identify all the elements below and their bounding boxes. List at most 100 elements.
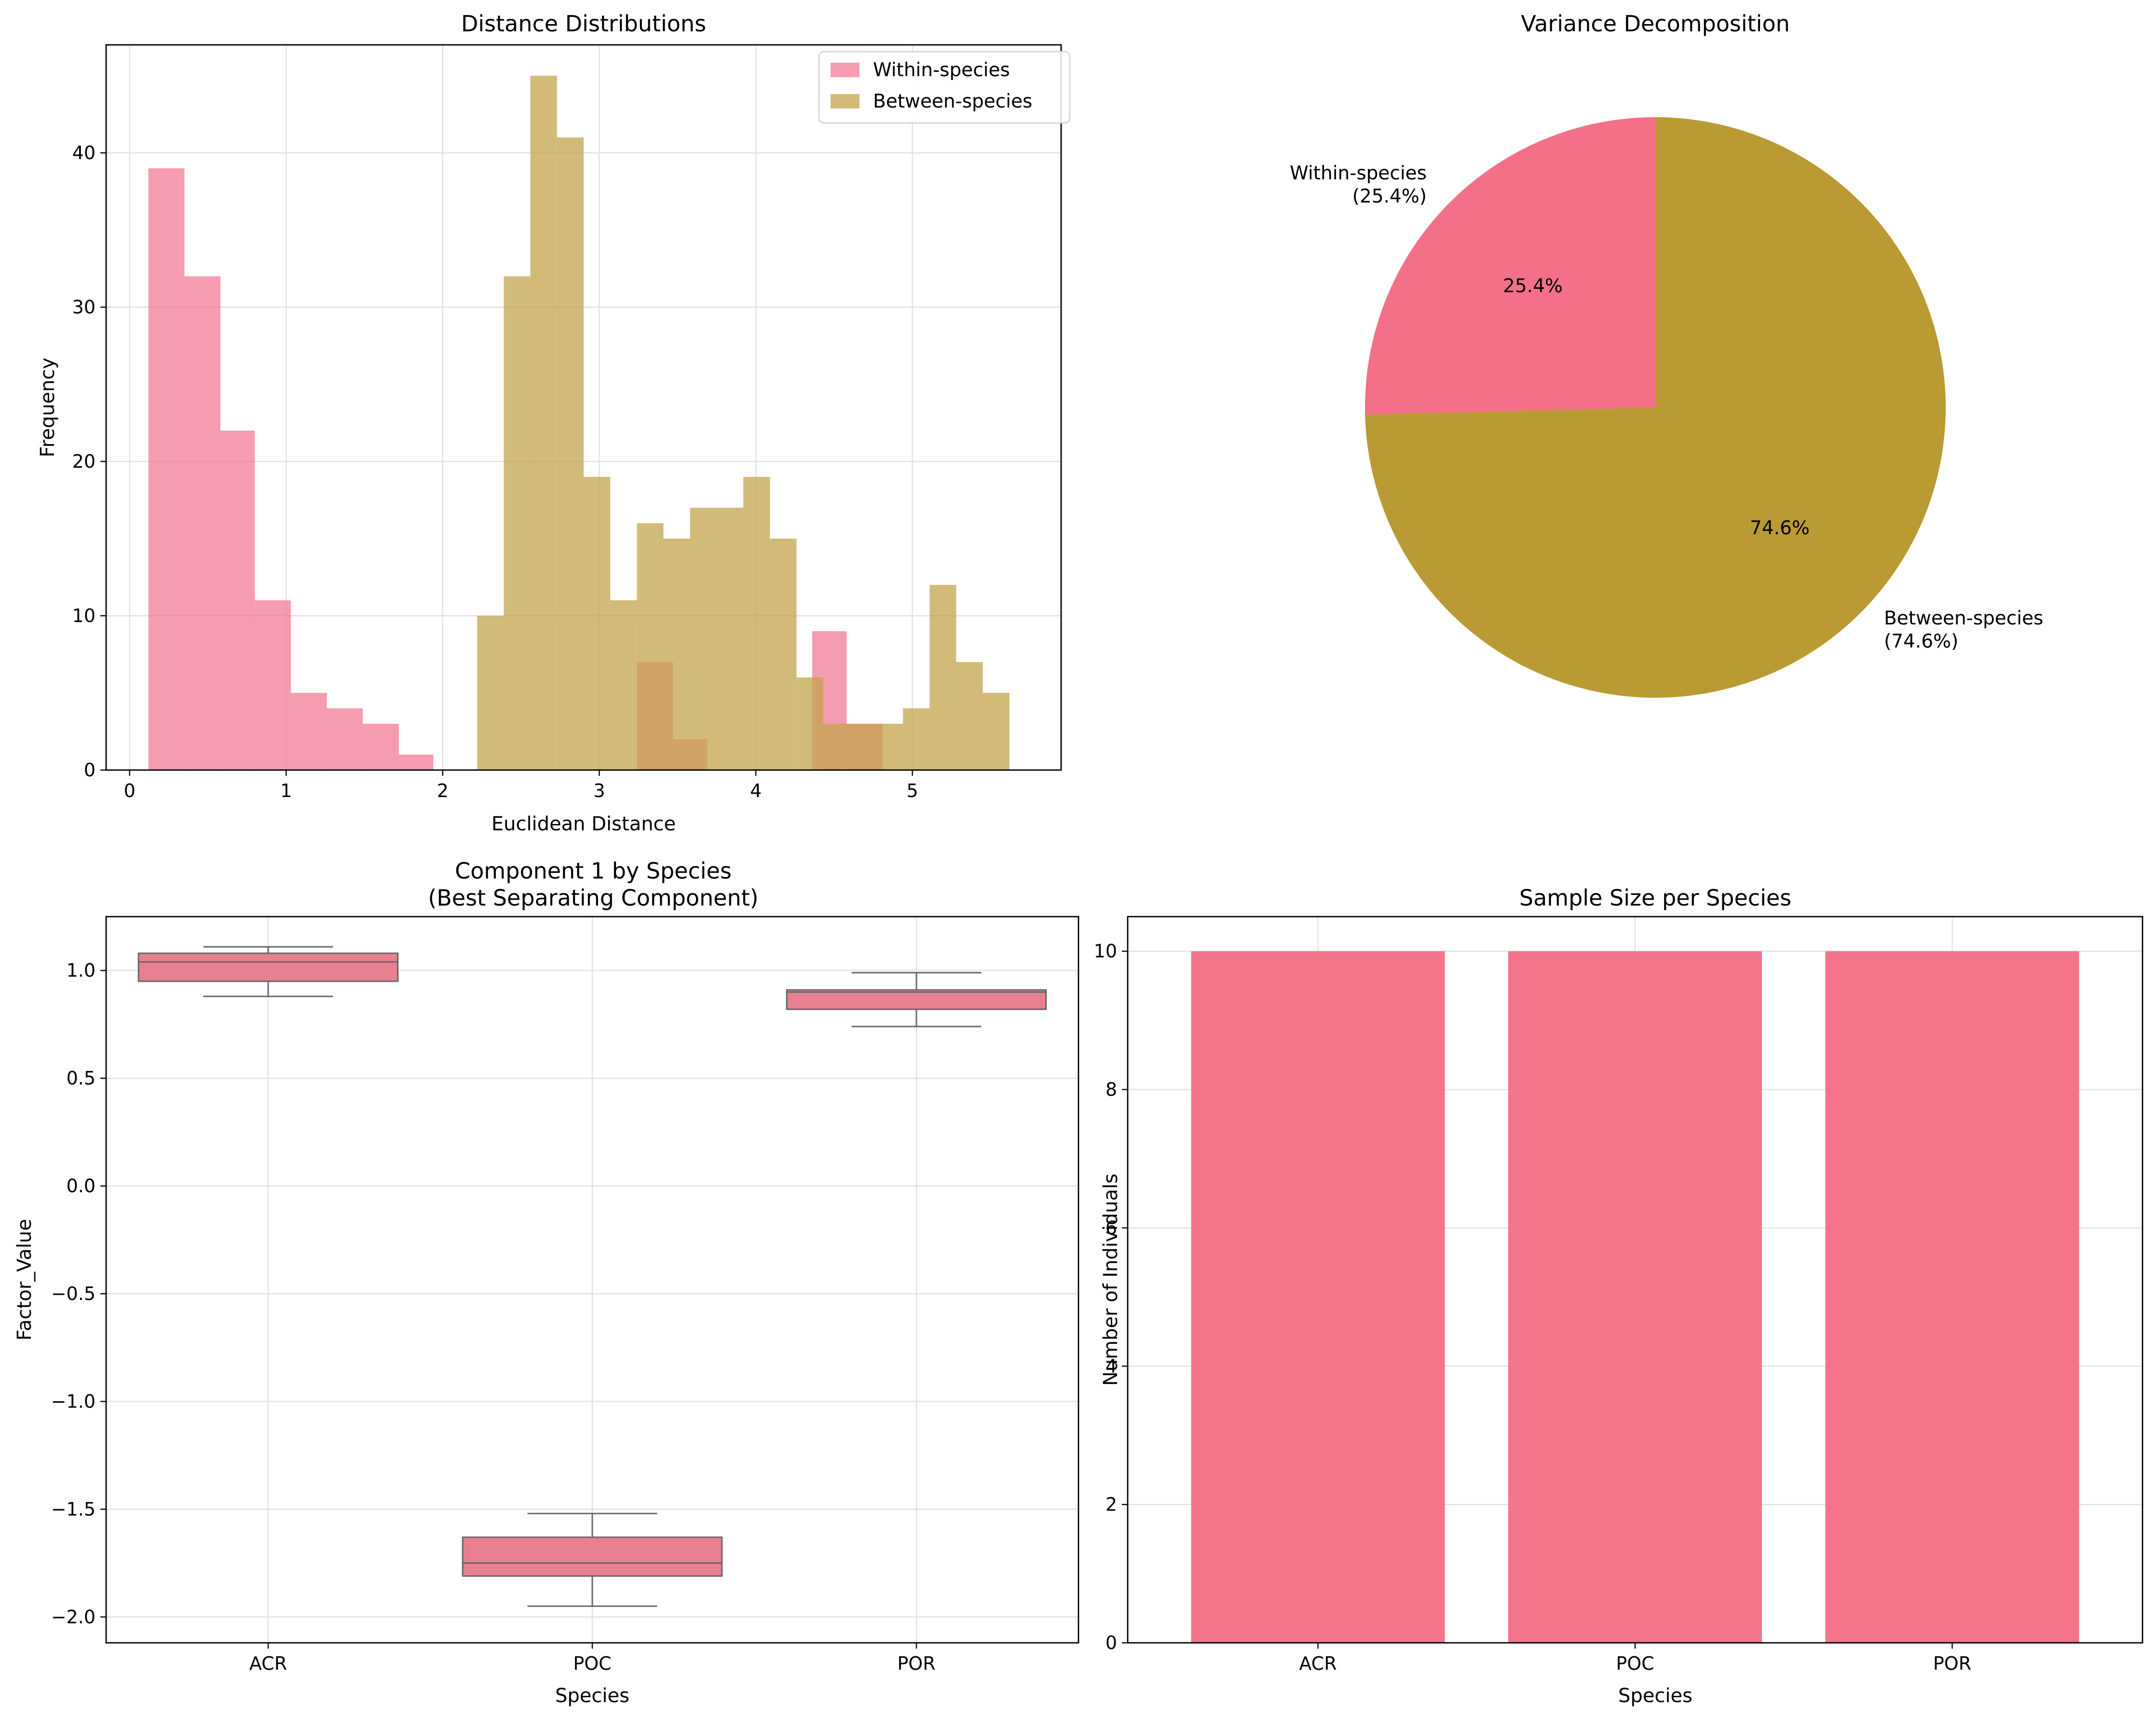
histogram-between-bar [956, 662, 983, 770]
boxplot-y-tick-label: 0.5 [67, 1068, 96, 1089]
pie-title: Variance Decomposition [1521, 11, 1790, 37]
boxplot-x-tick-label: POR [897, 1653, 935, 1674]
boxplot-y-tick-label: −1.5 [51, 1499, 96, 1520]
bar-title: Sample Size per Species [1519, 885, 1791, 911]
histogram-axes-frame [105, 44, 1062, 771]
pie-slices [1365, 117, 1946, 698]
boxplot-panel: Component 1 by Species (Best Separating … [14, 858, 1079, 1707]
histogram-between-bar [849, 724, 876, 770]
bar-x-axis-title: Species [1618, 1685, 1692, 1707]
bar-y-tick-label: 8 [1105, 1079, 1117, 1100]
pie-slice-label-within: Within-species [1290, 162, 1427, 184]
bar-x-ticks: ACR POC POR [1299, 1643, 1971, 1674]
pie-slice-between [1365, 117, 1946, 698]
pie-slice-sublabel-between: (74.6%) [1884, 631, 1958, 652]
boxplot-y-axis-title: Factor_Value [14, 1219, 36, 1340]
histogram-between-bar [690, 508, 717, 770]
histogram-title: Distance Distributions [461, 11, 706, 37]
boxplot-boxes [137, 946, 1047, 1607]
legend-label-between: Between-species [873, 91, 1032, 112]
boxplot-y-ticks: 1.0 0.5 0.0 −0.5 −1.0 −1.5 −2.0 [51, 960, 106, 1627]
histogram-within-bar [220, 431, 255, 770]
histogram-x-tick-label: 0 [124, 780, 136, 801]
bar-y-ticks: 0 2 4 6 8 10 [1094, 941, 1128, 1653]
boxplot-box [786, 989, 1047, 1010]
histogram-x-tick-label: 2 [437, 780, 449, 801]
pie-pct-within: 25.4% [1503, 275, 1563, 297]
histogram-y-tick-label: 0 [84, 759, 96, 781]
histogram-x-tick-label: 3 [593, 780, 605, 801]
histogram-y-tick-label: 20 [72, 451, 96, 472]
boxplot-y-tick-label: −1.0 [51, 1391, 96, 1412]
bar-y-tick-label: 0 [1105, 1632, 1117, 1653]
pie-slice-label-between: Between-species [1884, 608, 2043, 629]
histogram-between-bar [637, 523, 664, 770]
histogram-y-ticks: 0 10 20 30 40 [72, 142, 106, 781]
histogram-between-bar [796, 677, 823, 770]
pie-panel: Variance Decomposition Within-species (2… [1290, 11, 2043, 698]
histogram-x-axis-title: Euclidean Distance [491, 813, 676, 835]
histogram-between-bar [770, 539, 797, 770]
pie-label-between: Between-species (74.6%) [1884, 608, 2043, 652]
bar-panel: Sample Size per Species ACR POC POR 0 2 4 6 8 1… [1094, 885, 2143, 1707]
histogram-within-bar [255, 600, 291, 770]
histogram-within-bar [363, 724, 399, 770]
histogram-within-bar [148, 168, 185, 770]
histogram-y-tick-label: 40 [72, 142, 96, 163]
boxplot-y-tick-label: −2.0 [51, 1606, 96, 1627]
bar-y-tick-label: 2 [1105, 1494, 1117, 1515]
pie-slice-sublabel-within: (25.4%) [1352, 186, 1427, 207]
boxplot-x-tick-label: POC [573, 1653, 611, 1674]
histogram-x-ticks: 0 1 2 3 4 5 [124, 770, 918, 801]
histogram-x-tick-label: 4 [750, 780, 762, 801]
histogram-between-bar [982, 693, 1010, 770]
bar-y-tick-label: 4 [1105, 1355, 1117, 1377]
histogram-y-tick-label: 30 [72, 297, 96, 318]
boxplot-y-tick-label: 1.0 [67, 960, 96, 981]
histogram-y-axis-title: Frequency [37, 358, 59, 458]
histogram-between-bar [584, 477, 611, 770]
histogram-between-bar [823, 724, 850, 770]
legend-label-within: Within-species [873, 59, 1010, 81]
histogram-within-bar [184, 276, 220, 770]
legend-swatch-within [831, 63, 860, 77]
boxplot-box [462, 1536, 723, 1577]
bar-x-tick-label: POR [1933, 1653, 1971, 1674]
histogram-between-bar [716, 508, 744, 770]
bar-x-tick-label: POC [1616, 1653, 1654, 1674]
boxplot-x-tick-label: ACR [249, 1653, 287, 1674]
boxplot-x-ticks: ACR POC POR [249, 1643, 936, 1674]
bar-x-tick-label: ACR [1299, 1653, 1337, 1674]
histogram-between-bar [903, 708, 930, 770]
histogram-within-bar [291, 693, 327, 770]
histogram-between-bar [663, 539, 690, 770]
pie-pct-between: 74.6% [1750, 517, 1810, 539]
histogram-legend: Within-species Between-species [818, 51, 1071, 124]
bar-y-tick-label: 10 [1094, 941, 1117, 962]
histogram-between-bar [929, 585, 956, 770]
boxplot-subtitle: (Best Separating Component) [428, 885, 758, 911]
pie-label-within: Within-species (25.4%) [1290, 162, 1427, 207]
histogram-y-tick-label: 10 [72, 605, 96, 626]
boxplot-x-axis-title: Species [555, 1685, 629, 1707]
boxplot-y-tick-label: 0.0 [67, 1176, 96, 1197]
bar-y-axis-title: Number of Individuals [1100, 1174, 1122, 1386]
histogram-between-bars [477, 76, 1010, 770]
bar-poc [1508, 951, 1762, 1643]
boxplot-box [137, 952, 399, 982]
histogram-between-bar [610, 600, 637, 770]
histogram-between-bar [530, 76, 557, 770]
legend-box [818, 51, 1071, 124]
bar-acr [1191, 951, 1445, 1643]
histogram-between-bar [504, 276, 531, 770]
histogram-between-bar [743, 477, 770, 770]
histogram-within-bar [327, 708, 363, 770]
pie-slice-within [1365, 117, 1655, 415]
histogram-between-bar [557, 137, 584, 770]
bar-bars [1191, 951, 2079, 1643]
bar-y-tick-label: 6 [1105, 1217, 1117, 1238]
histogram-between-bar [477, 616, 504, 770]
histogram-between-bar [876, 724, 903, 770]
